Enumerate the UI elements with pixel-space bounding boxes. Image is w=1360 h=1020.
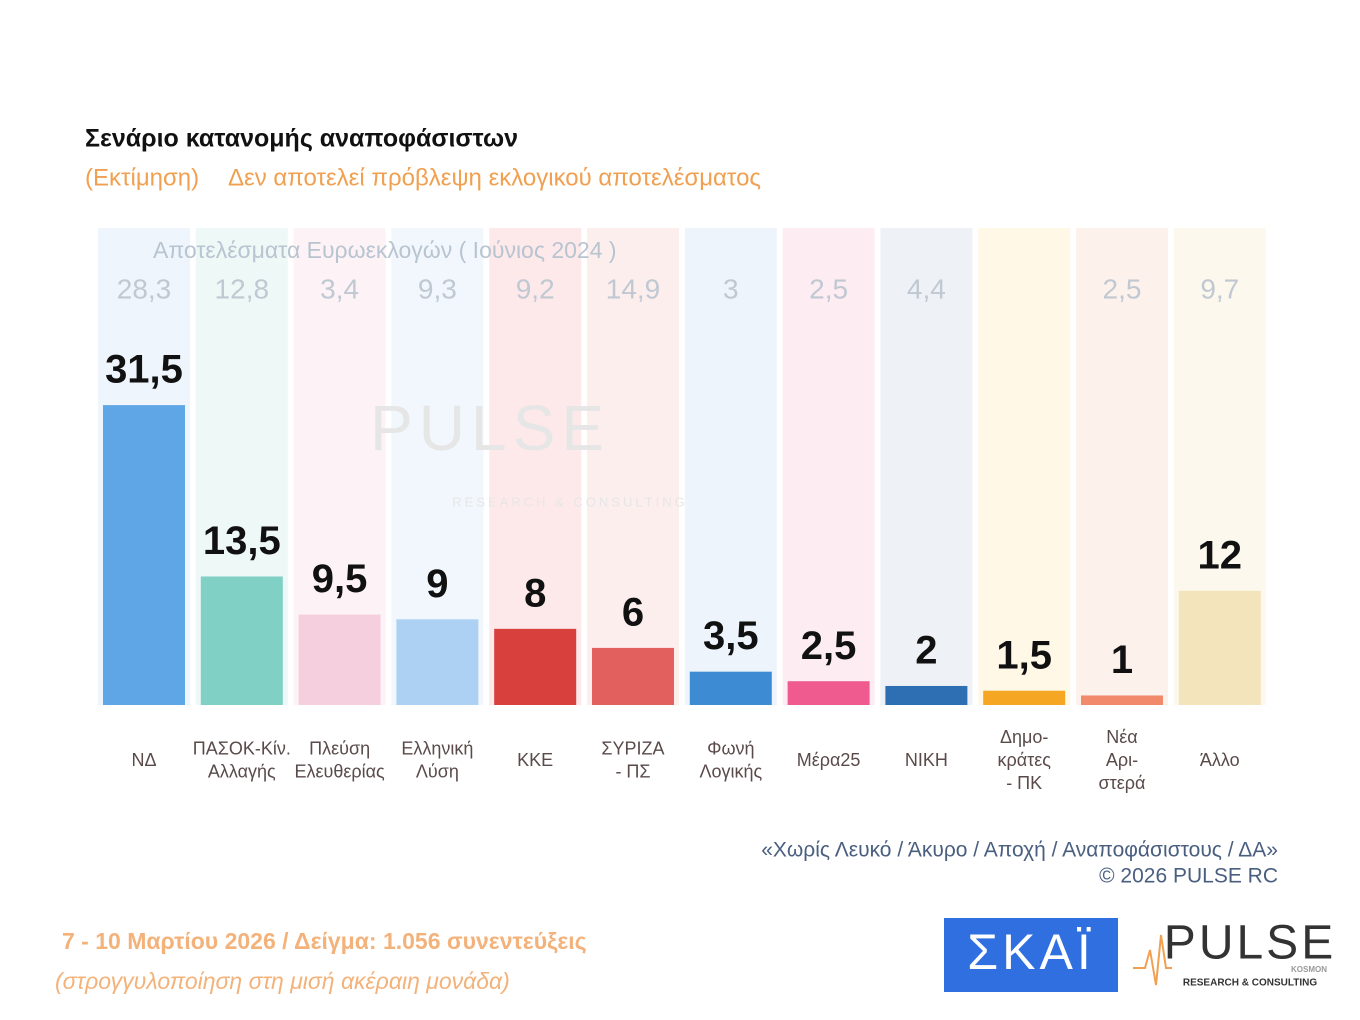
x-tick-label: Πλεύση <box>309 738 370 758</box>
euro-label: 2,5 <box>809 273 848 304</box>
footer-note: (στρογγυλοποίηση στη μισή ακέραιη μονάδα… <box>55 968 510 994</box>
euro-title: Αποτελέσματα Ευρωεκλογών ( Ιούνιος 2024 … <box>153 237 617 263</box>
euro-label: 9,3 <box>418 273 457 304</box>
value-label: 31,5 <box>105 348 183 392</box>
x-tick-label: Ελευθερίας <box>294 761 385 781</box>
bar <box>885 685 968 705</box>
column-background <box>978 228 1071 705</box>
x-tick-label: Δημο- <box>1000 727 1048 747</box>
bar <box>1081 695 1163 705</box>
bar <box>200 576 283 705</box>
x-tick-label: κράτες <box>997 750 1051 770</box>
bar <box>689 671 772 705</box>
value-label: 3,5 <box>703 614 759 658</box>
subtitle: Δεν αποτελεί πρόβλεψη εκλογικού αποτελέσ… <box>228 164 761 191</box>
x-tick-label: - ΠΚ <box>1006 773 1042 793</box>
column-background <box>1076 228 1168 705</box>
copyright: © 2026 PULSE RC <box>1099 865 1278 888</box>
euro-label: 3,4 <box>320 273 359 304</box>
bar <box>396 619 479 705</box>
euro-label: 4,4 <box>907 273 946 304</box>
x-tick-label: Νέα <box>1106 727 1137 747</box>
value-label: 6 <box>622 590 644 634</box>
euro-label: 9,2 <box>516 273 555 304</box>
skai-logo <box>944 918 1118 992</box>
pulse-sub: RESEARCH & CONSULTING <box>1183 978 1317 989</box>
x-tick-label: Αρι- <box>1106 750 1138 770</box>
x-tick-label: Μέρα25 <box>797 750 861 770</box>
value-label: 12 <box>1198 533 1243 577</box>
value-label: 2 <box>915 629 937 673</box>
column-background <box>684 228 777 705</box>
x-tick-label: ΣΥΡΙΖΑ <box>601 738 664 758</box>
footer: 7 - 10 Μαρτίου 2026 / Δείγμα: 1.056 συνε… <box>62 928 587 954</box>
bar <box>983 690 1066 705</box>
bar <box>103 405 185 705</box>
column-background <box>587 228 679 705</box>
x-tick-label: στερά <box>1099 773 1146 793</box>
value-label: 9,5 <box>312 557 368 601</box>
chart-title: Σενάριο κατανομής αναποφάσιστων <box>85 125 518 153</box>
skai-logo-text: ΣΚΑΪ <box>967 924 1095 980</box>
bar <box>787 681 870 705</box>
pulse-icon <box>1133 934 1172 986</box>
value-label: 2,5 <box>801 624 857 668</box>
x-tick-label: Φωνή <box>707 738 754 758</box>
euro-label: 12,8 <box>215 273 270 304</box>
x-tick-label: ΝΔ <box>131 750 156 770</box>
note: «Χωρίς Λευκό / Άκυρο / Αποχή / Αναποφάσι… <box>761 839 1278 862</box>
euro-label: 3 <box>723 273 739 304</box>
x-tick-label: Άλλο <box>1200 750 1240 770</box>
column-background <box>782 228 875 705</box>
x-tick-label: Ελληνική <box>401 738 473 758</box>
euro-label: 9,7 <box>1200 273 1239 304</box>
x-tick-label: Λογικής <box>699 761 762 781</box>
pulse-logo: PULSE <box>1164 917 1336 970</box>
value-label: 1 <box>1111 638 1133 682</box>
value-label: 1,5 <box>996 633 1052 677</box>
x-tick-label: ΝΙΚΗ <box>905 750 948 770</box>
x-tick-label: Λύση <box>416 761 459 781</box>
x-tick-label: ΚΚΕ <box>517 750 553 770</box>
watermark-sub: RESEARCH & CONSULTING <box>452 494 687 509</box>
bar <box>592 647 674 705</box>
x-tick-label: - ΠΣ <box>615 761 650 781</box>
subtitle: (Εκτίμηση) <box>85 164 199 191</box>
pulse-tag: KOSMON <box>1291 965 1327 974</box>
bar <box>298 614 381 705</box>
bar <box>1178 590 1261 705</box>
bar <box>494 628 577 705</box>
column-background <box>489 228 582 705</box>
watermark: PULSE <box>370 392 610 464</box>
value-label: 8 <box>524 571 546 615</box>
column-background <box>880 228 973 705</box>
value-label: 13,5 <box>203 519 281 563</box>
euro-label: 28,3 <box>117 273 172 304</box>
euro-label: 2,5 <box>1103 273 1142 304</box>
x-tick-label: ΠΑΣΟΚ-Κίν. <box>193 738 291 758</box>
euro-label: 14,9 <box>606 273 661 304</box>
x-tick-label: Αλλαγής <box>208 761 276 781</box>
value-label: 9 <box>426 562 448 606</box>
